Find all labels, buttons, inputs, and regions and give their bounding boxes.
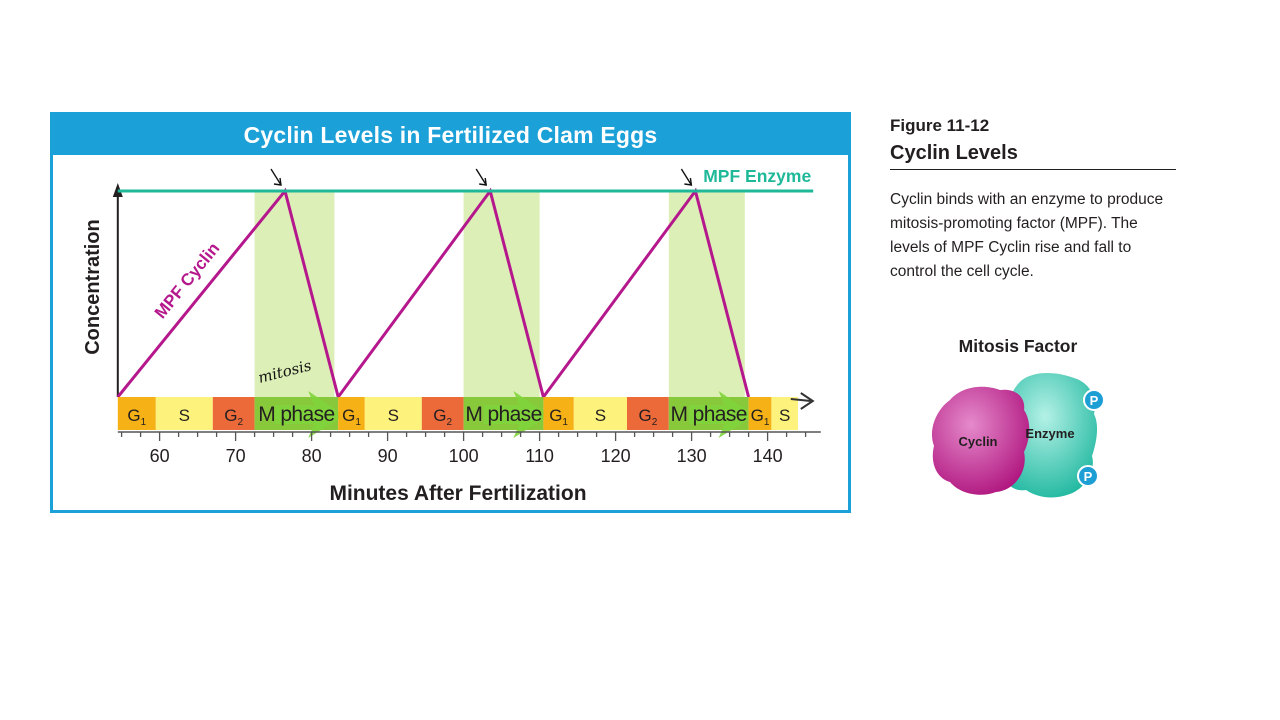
phase-segment-6: S xyxy=(364,397,422,430)
inset-title: Mitosis Factor xyxy=(958,336,1078,356)
phase-label: M phase xyxy=(465,403,541,426)
phosphate-top-label: P xyxy=(1090,393,1099,408)
mitosis-band-2 xyxy=(463,191,540,397)
phase-segment-3: G2 xyxy=(212,397,255,430)
phase-segment-2: S xyxy=(155,397,213,430)
phase-label: S xyxy=(595,406,606,425)
figure-caption: Cyclin binds with an enzyme to produce m… xyxy=(890,191,1164,280)
mpf-enzyme-series-label: MPF Enzyme xyxy=(703,166,811,186)
phase-segment-14: S xyxy=(771,397,798,430)
mitosis-band-3 xyxy=(668,191,745,397)
mitosis-factor-illustration: P P Cyclin Enzyme xyxy=(931,373,1105,498)
phase-segment-13: G1 xyxy=(748,397,772,430)
x-tick-label: 90 xyxy=(378,446,398,466)
phase-segment-1: G1 xyxy=(117,397,156,430)
m-phase-arrow xyxy=(688,391,755,438)
phase-segment-12: M phase xyxy=(668,391,755,438)
phosphate-top-circle xyxy=(1083,389,1105,411)
phase-segment-11: G2 xyxy=(627,397,669,430)
phase-label: S xyxy=(779,406,790,425)
peak-arrow-2 xyxy=(475,168,488,186)
figure-title: Cyclin Levels xyxy=(890,142,1176,170)
chart-title: Cyclin Levels in Fertilized Clam Eggs xyxy=(53,115,848,155)
mpf-cyclin-line xyxy=(116,187,751,401)
phase-segment-9: G1 xyxy=(543,397,574,430)
phase-segment-5: G1 xyxy=(338,397,365,430)
phase-segment-8: M phase xyxy=(463,391,550,438)
x-axis-arrowhead xyxy=(790,392,815,410)
figure-number: Figure 11-12 xyxy=(890,116,990,135)
enzyme-label: Enzyme xyxy=(1025,426,1074,441)
x-tick-label: 80 xyxy=(302,446,322,466)
figure-sidebar: Figure 11-12 Cyclin Levels Cyclin binds … xyxy=(890,116,1180,498)
x-tick-label: 130 xyxy=(677,446,707,466)
phase-label: S xyxy=(179,406,190,425)
m-phase-arrow xyxy=(274,391,345,438)
phase-label: M phase xyxy=(258,403,334,426)
phosphate-bottom-circle xyxy=(1077,465,1099,487)
x-tick-label: 120 xyxy=(601,446,631,466)
phase-segment-4: M phase xyxy=(254,391,345,438)
peak-arrow-1 xyxy=(270,168,282,186)
m-phase-arrow xyxy=(483,391,550,438)
cyclin-blob xyxy=(931,386,1030,495)
x-tick-label: 110 xyxy=(525,446,554,466)
y-axis-label: Concentration xyxy=(82,219,104,355)
x-tick-label: 60 xyxy=(150,446,170,466)
x-tick-label: 70 xyxy=(226,446,246,466)
phase-label: S xyxy=(388,406,399,425)
x-tick-label: 140 xyxy=(753,446,783,466)
phase-segment-10: S xyxy=(573,397,627,430)
x-tick-label: 100 xyxy=(449,446,479,466)
chart-panel: MPF Cyclin MPF Enzyme Concentration Minutes… xyxy=(50,112,851,513)
peak-arrow-3 xyxy=(680,168,693,186)
phosphate-bottom-label: P xyxy=(1084,469,1093,484)
phase-label: M phase xyxy=(671,403,747,426)
cyclin-label: Cyclin xyxy=(958,434,997,449)
x-axis-label: Minutes After Fertilization xyxy=(329,482,586,505)
phase-segment-7: G2 xyxy=(421,397,464,430)
enzyme-blob xyxy=(1002,373,1098,498)
